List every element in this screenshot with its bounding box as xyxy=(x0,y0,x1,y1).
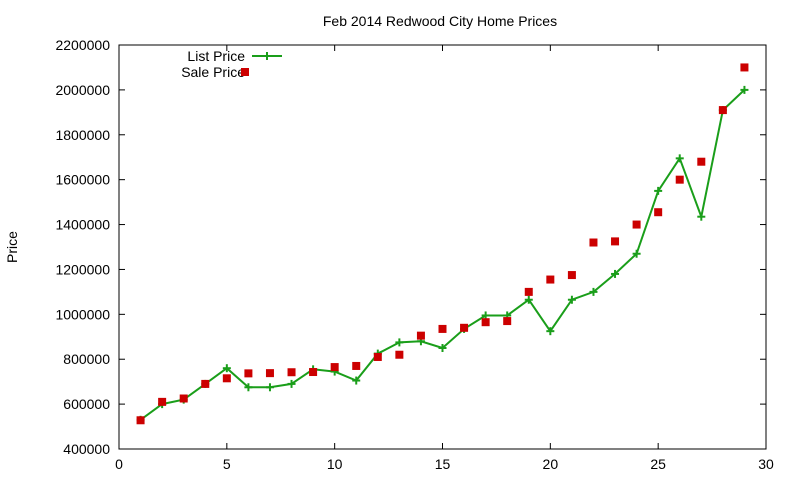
list-price-point xyxy=(222,364,231,373)
y-tick-label: 400000 xyxy=(63,441,110,457)
list-price-point xyxy=(589,287,598,296)
sale-price-point xyxy=(567,271,576,280)
list-price-point xyxy=(546,327,555,336)
list-price-line xyxy=(140,89,746,421)
list-price-point xyxy=(740,85,749,94)
y-tick-label: 1600000 xyxy=(55,172,110,188)
list-price-point xyxy=(244,383,253,392)
x-tick-label: 10 xyxy=(327,456,343,472)
list-price-point xyxy=(632,249,641,258)
sale-price-point xyxy=(136,416,145,425)
sale-price-point xyxy=(179,394,188,403)
x-tick-label: 15 xyxy=(435,456,451,472)
list-price-point xyxy=(481,311,490,320)
list-price-point xyxy=(265,383,274,392)
y-tick-label: 1200000 xyxy=(55,261,110,277)
sale-price-point xyxy=(309,368,318,377)
sale-price-point xyxy=(718,106,727,115)
x-tick-label: 0 xyxy=(115,456,123,472)
sale-price-point xyxy=(265,369,274,378)
legend: List Price Sale Price xyxy=(181,48,282,80)
sale-price-point xyxy=(546,275,555,284)
y-tick-label: 2200000 xyxy=(55,37,110,53)
legend-label-sale-price: Sale Price xyxy=(181,64,245,80)
sale-price-point xyxy=(589,238,598,247)
plot-area xyxy=(136,63,749,425)
sale-price-point xyxy=(503,317,512,326)
y-tick-label: 600000 xyxy=(63,396,110,412)
y-tick-label: 800000 xyxy=(63,351,110,367)
sale-price-point xyxy=(244,369,253,378)
list-price-point xyxy=(524,295,533,304)
list-price-point xyxy=(697,212,706,221)
sale-price-point xyxy=(524,287,533,296)
sale-price-point xyxy=(481,318,490,327)
sale-price-point xyxy=(158,397,167,406)
plot-frame xyxy=(118,44,767,450)
list-price-point xyxy=(611,269,620,278)
sale-price-point xyxy=(632,220,641,229)
sale-price-point xyxy=(675,175,684,184)
x-tick-label: 5 xyxy=(223,456,231,472)
y-axis-label: Price xyxy=(4,231,20,263)
list-price-point xyxy=(567,295,576,304)
list-price-point xyxy=(438,344,447,352)
y-tick-label: 2000000 xyxy=(55,82,110,98)
sale-price-point xyxy=(460,323,469,332)
sale-price-point xyxy=(330,363,339,372)
list-price-point xyxy=(352,376,361,385)
list-price-point xyxy=(654,186,663,195)
sale-price-point xyxy=(438,324,447,333)
y-tick-label: 1800000 xyxy=(55,127,110,143)
y-tick-label: 1400000 xyxy=(55,217,110,233)
legend-sample-sale-price xyxy=(241,68,249,76)
axis-ticks: 0 5 10 15 20 25 30 400000 600000 800000 1000000 120… xyxy=(55,37,774,472)
sale-price-point xyxy=(740,63,749,72)
x-tick-label: 25 xyxy=(650,456,666,472)
x-tick-label: 20 xyxy=(543,456,559,472)
list-price-point xyxy=(395,338,404,347)
sale-price-point xyxy=(201,379,210,388)
list-price-point xyxy=(287,379,296,388)
sale-price-point xyxy=(654,208,663,217)
sale-price-point xyxy=(416,331,425,340)
sale-price-point xyxy=(611,237,620,246)
list-price-point xyxy=(675,154,684,163)
y-tick-label: 1000000 xyxy=(55,306,110,322)
sale-price-point xyxy=(373,352,382,361)
sale-price-point xyxy=(222,374,231,383)
chart-title: Feb 2014 Redwood City Home Prices xyxy=(323,13,557,29)
sale-price-point xyxy=(287,368,296,377)
sale-price-point xyxy=(352,361,361,370)
sale-price-point xyxy=(697,157,706,166)
sale-price-point xyxy=(395,350,404,359)
legend-label-list-price: List Price xyxy=(187,48,245,64)
x-tick-label: 30 xyxy=(758,456,774,472)
